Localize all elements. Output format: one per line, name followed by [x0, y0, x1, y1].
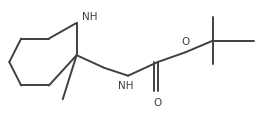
Text: NH: NH: [118, 81, 133, 91]
Text: NH: NH: [82, 12, 97, 22]
Text: O: O: [181, 37, 190, 47]
Text: O: O: [154, 98, 162, 107]
